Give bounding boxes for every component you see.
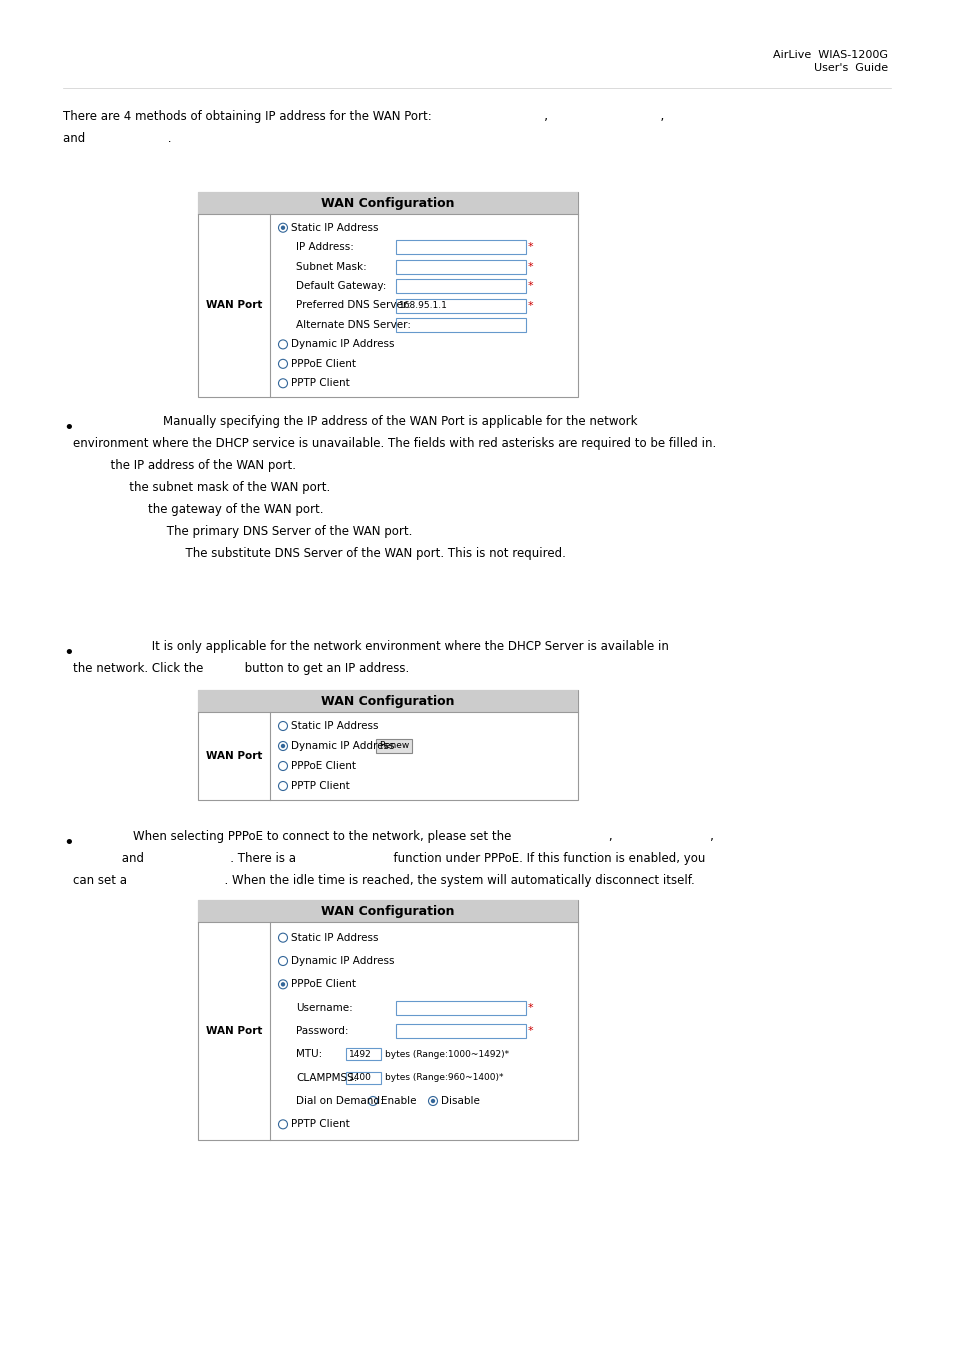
Text: WAN Configuration: WAN Configuration bbox=[321, 694, 455, 707]
Text: Enable: Enable bbox=[380, 1096, 416, 1106]
Text: Default Gateway:: Default Gateway: bbox=[295, 281, 386, 292]
Text: *: * bbox=[527, 1026, 533, 1035]
Text: Alternate DNS Server:: Alternate DNS Server: bbox=[295, 320, 411, 329]
Text: Dynamic IP Address: Dynamic IP Address bbox=[291, 741, 395, 751]
Text: WAN Port: WAN Port bbox=[206, 751, 262, 761]
Text: MTU:: MTU: bbox=[295, 1049, 322, 1060]
Text: *: * bbox=[527, 281, 533, 292]
Bar bbox=[395, 298, 525, 312]
Text: and                      .: and . bbox=[63, 132, 172, 144]
Bar bbox=[375, 738, 412, 753]
Text: PPTP Client: PPTP Client bbox=[291, 1119, 350, 1130]
Text: *: * bbox=[527, 1003, 533, 1012]
Text: IP Address:: IP Address: bbox=[295, 242, 354, 252]
Text: Dynamic IP Address: Dynamic IP Address bbox=[291, 956, 395, 967]
Text: The substitute DNS Server of the WAN port. This is not required.: The substitute DNS Server of the WAN por… bbox=[73, 547, 565, 560]
Text: 1400: 1400 bbox=[349, 1073, 372, 1083]
Text: The primary DNS Server of the WAN port.: The primary DNS Server of the WAN port. bbox=[73, 525, 412, 539]
Text: the subnet mask of the WAN port.: the subnet mask of the WAN port. bbox=[73, 481, 330, 494]
Text: Dynamic IP Address: Dynamic IP Address bbox=[291, 339, 395, 350]
Text: PPTP Client: PPTP Client bbox=[291, 782, 350, 791]
Text: the gateway of the WAN port.: the gateway of the WAN port. bbox=[73, 504, 323, 516]
Bar bbox=[198, 690, 578, 711]
Text: User's  Guide: User's Guide bbox=[813, 63, 887, 73]
Text: WAN Configuration: WAN Configuration bbox=[321, 197, 455, 209]
Bar bbox=[395, 259, 525, 274]
Text: PPPoE Client: PPPoE Client bbox=[291, 761, 355, 771]
Text: bytes (Range:960~1400)*: bytes (Range:960~1400)* bbox=[385, 1073, 503, 1083]
Text: WAN Configuration: WAN Configuration bbox=[321, 904, 455, 918]
Bar bbox=[395, 1000, 525, 1015]
Bar bbox=[198, 192, 578, 397]
Text: *: * bbox=[527, 242, 533, 252]
Text: bytes (Range:1000~1492)*: bytes (Range:1000~1492)* bbox=[385, 1050, 509, 1058]
Circle shape bbox=[280, 225, 285, 230]
Text: •: • bbox=[63, 834, 73, 852]
Text: There are 4 methods of obtaining IP address for the WAN Port:                   : There are 4 methods of obtaining IP addr… bbox=[63, 109, 663, 123]
Text: Disable: Disable bbox=[440, 1096, 479, 1106]
Text: AirLive  WIAS-1200G: AirLive WIAS-1200G bbox=[772, 50, 887, 59]
Text: the network. Click the           button to get an IP address.: the network. Click the button to get an … bbox=[73, 662, 409, 675]
Bar bbox=[346, 1049, 380, 1060]
Bar bbox=[395, 1025, 525, 1038]
Text: Static IP Address: Static IP Address bbox=[291, 721, 378, 730]
Text: •: • bbox=[63, 644, 73, 662]
Bar bbox=[198, 192, 578, 215]
Text: Dial on Demand:: Dial on Demand: bbox=[295, 1096, 383, 1106]
Text: Username:: Username: bbox=[295, 1003, 353, 1012]
Circle shape bbox=[280, 983, 285, 987]
Bar bbox=[198, 900, 578, 1139]
Text: PPPoE Client: PPPoE Client bbox=[291, 979, 355, 990]
Text: the IP address of the WAN port.: the IP address of the WAN port. bbox=[73, 459, 295, 472]
Text: 168.95.1.1: 168.95.1.1 bbox=[398, 301, 447, 310]
Text: 1492: 1492 bbox=[349, 1050, 372, 1058]
Text: and                       . There is a                          function under P: and . There is a function under P bbox=[73, 852, 704, 865]
Text: Static IP Address: Static IP Address bbox=[291, 933, 378, 942]
Circle shape bbox=[431, 1099, 435, 1103]
Text: It is only applicable for the network environment where the DHCP Server is avail: It is only applicable for the network en… bbox=[73, 640, 668, 653]
Text: Password:: Password: bbox=[295, 1026, 348, 1035]
Circle shape bbox=[280, 744, 285, 748]
Bar bbox=[395, 279, 525, 293]
Text: can set a                          . When the idle time is reached, the system w: can set a . When the idle time is reache… bbox=[73, 873, 694, 887]
Bar bbox=[346, 1072, 380, 1084]
Text: Static IP Address: Static IP Address bbox=[291, 223, 378, 232]
Bar bbox=[395, 240, 525, 254]
Bar bbox=[198, 900, 578, 922]
Text: WAN Port: WAN Port bbox=[206, 1026, 262, 1035]
Text: Manually specifying the IP address of the WAN Port is applicable for the network: Manually specifying the IP address of th… bbox=[73, 414, 637, 428]
Text: *: * bbox=[527, 301, 533, 310]
Text: When selecting PPPoE to connect to the network, please set the                  : When selecting PPPoE to connect to the n… bbox=[73, 830, 713, 842]
Text: *: * bbox=[527, 262, 533, 271]
Text: environment where the DHCP service is unavailable. The fields with red asterisks: environment where the DHCP service is un… bbox=[73, 437, 716, 450]
Text: •: • bbox=[63, 418, 73, 437]
Text: Preferred DNS Server:: Preferred DNS Server: bbox=[295, 301, 411, 310]
Text: Renew: Renew bbox=[378, 741, 409, 751]
Text: PPTP Client: PPTP Client bbox=[291, 378, 350, 389]
Bar bbox=[198, 690, 578, 801]
Text: PPPoE Client: PPPoE Client bbox=[291, 359, 355, 369]
Text: WAN Port: WAN Port bbox=[206, 301, 262, 310]
Text: Subnet Mask:: Subnet Mask: bbox=[295, 262, 366, 271]
Text: CLAMPMSS:: CLAMPMSS: bbox=[295, 1073, 357, 1083]
Bar bbox=[395, 319, 525, 332]
